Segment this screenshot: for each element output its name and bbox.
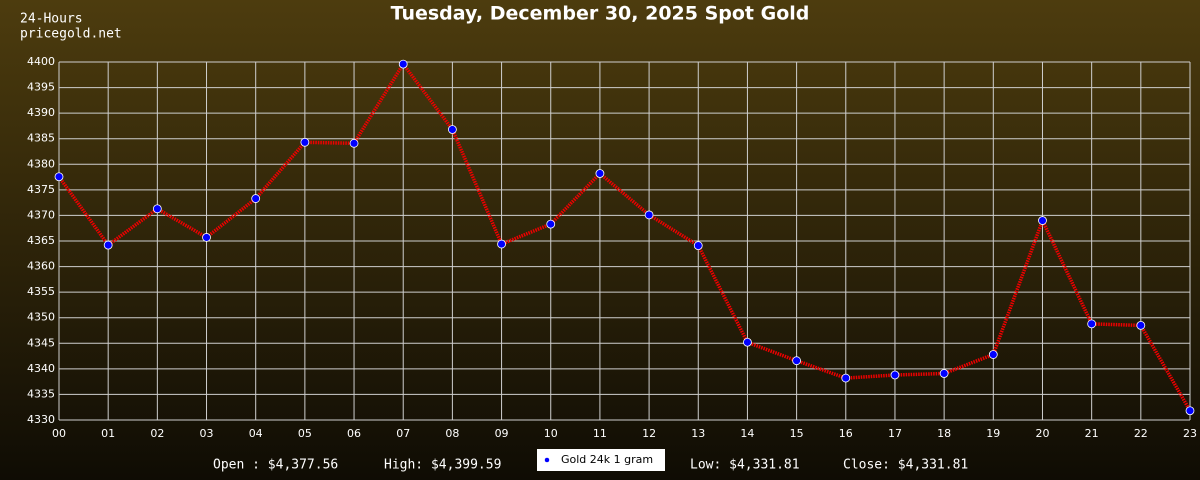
- chart-title: Tuesday, December 30, 2025 Spot Gold: [391, 3, 810, 25]
- price-marker: [1185, 406, 1195, 416]
- y-tick-label: 4335: [27, 387, 55, 400]
- price-marker: [398, 59, 408, 69]
- price-marker: [349, 138, 359, 148]
- y-tick-label: 4395: [27, 81, 55, 94]
- y-tick-label: 4390: [27, 106, 55, 119]
- y-tick-label: 4375: [27, 183, 55, 196]
- price-marker: [693, 241, 703, 251]
- price-marker: [644, 210, 654, 220]
- price-marker: [300, 137, 310, 147]
- price-marker: [202, 233, 211, 242]
- footer: Open : $4,377.56 High: $4,399.59 Gold 24…: [213, 449, 968, 473]
- header-line: pricegold.net: [20, 27, 122, 42]
- x-tick-label: 19: [986, 427, 1000, 440]
- y-tick-label: 4355: [27, 285, 55, 298]
- price-marker: [251, 194, 261, 203]
- stat-high: High: $4,399.59: [384, 458, 501, 473]
- x-tick-label: 08: [445, 427, 459, 440]
- legend-box: [537, 449, 665, 471]
- x-tick-label: 10: [544, 427, 558, 440]
- price-marker: [890, 370, 900, 380]
- x-tick-label: 01: [101, 427, 115, 440]
- x-tick-label: 20: [1035, 427, 1049, 440]
- x-tick-label: 18: [937, 427, 951, 440]
- stat-low: Low: $4,331.81: [690, 458, 800, 473]
- x-tick-label: 07: [396, 427, 410, 440]
- y-tick-label: 4400: [27, 55, 55, 68]
- y-tick-label: 4345: [27, 336, 55, 349]
- legend-marker: [544, 457, 550, 463]
- stat-open: Open : $4,377.56: [213, 458, 338, 473]
- plot: [54, 59, 1195, 416]
- x-tick-label: 00: [52, 427, 66, 440]
- x-tick-label: 02: [150, 427, 164, 440]
- x-tick-label: 05: [298, 427, 312, 440]
- x-tick-label: 15: [790, 427, 804, 440]
- x-tick-label: 13: [691, 427, 705, 440]
- price-marker: [1038, 216, 1047, 225]
- y-tick-label: 4380: [27, 157, 55, 170]
- price-marker: [54, 172, 64, 182]
- price-marker: [841, 373, 851, 383]
- x-tick-label: 16: [839, 427, 853, 440]
- x-tick-label: 06: [347, 427, 361, 440]
- grid: 4330 4335 4340 4345 4350 4355 4360 4365 4370 4375…: [27, 55, 1197, 440]
- price-marker: [546, 219, 556, 229]
- y-tick-label: 4340: [27, 362, 55, 375]
- x-tick-label: 22: [1134, 427, 1148, 440]
- price-marker: [792, 356, 802, 366]
- price-marker: [497, 239, 506, 249]
- price-marker: [595, 169, 605, 178]
- x-tick-label: 12: [642, 427, 656, 440]
- y-tick-label: 4365: [27, 234, 55, 247]
- stat-close: Close: $4,331.81: [843, 458, 968, 473]
- price-marker: [939, 369, 949, 378]
- price-marker: [1136, 320, 1146, 330]
- x-tick-label: 04: [249, 427, 263, 440]
- y-tick-label: 4360: [27, 260, 55, 273]
- y-tick-label: 4370: [27, 208, 55, 221]
- y-tick-label: 4385: [27, 132, 55, 145]
- x-tick-label: 09: [495, 427, 509, 440]
- y-tick-label: 4350: [27, 311, 55, 324]
- x-tick-label: 11: [593, 427, 607, 440]
- y-tick-label: 4330: [27, 413, 55, 426]
- price-marker: [103, 240, 113, 250]
- x-tick-label: 23: [1183, 427, 1197, 440]
- x-tick-label: 17: [888, 427, 902, 440]
- header-line: 24-Hours: [20, 12, 83, 27]
- price-marker: [152, 204, 162, 214]
- x-tick-label: 03: [200, 427, 214, 440]
- x-tick-label: 14: [740, 427, 754, 440]
- price-marker: [447, 125, 457, 134]
- price-marker: [988, 350, 998, 359]
- price-marker: [1087, 319, 1097, 329]
- x-tick-label: 21: [1085, 427, 1099, 440]
- legend-entry: Gold 24k 1 gram: [561, 453, 653, 466]
- price-marker: [743, 337, 752, 347]
